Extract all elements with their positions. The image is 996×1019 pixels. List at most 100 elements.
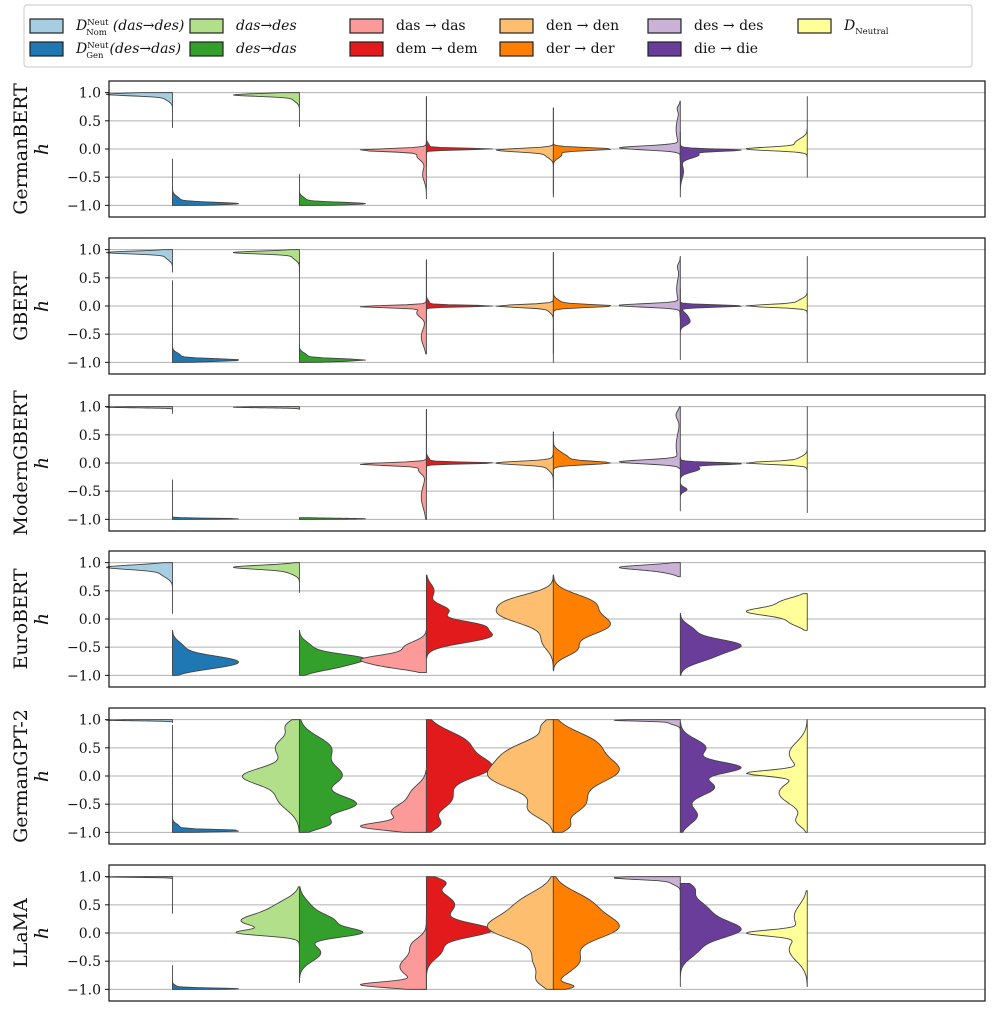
panel-gbert: 1.0 0.5 0.0 −0.5 −1.0 GBERT h (10, 237, 986, 375)
violin-derder (552, 252, 611, 355)
violin-demdem (425, 409, 493, 481)
violin-dasdas (359, 259, 427, 355)
violin-dgen (172, 629, 239, 676)
violin-desdes (618, 100, 681, 161)
legend-swatch-desdas (189, 41, 224, 57)
violin-diedie (679, 131, 742, 198)
legend-label-dnom: DNeut Nom (das→des) (75, 18, 184, 38)
ytick-label: 0.0 (79, 926, 101, 942)
violin-dnom (106, 562, 173, 614)
ytick-label: −0.5 (67, 954, 101, 970)
violin-derder (552, 431, 611, 520)
ytick-label: −0.5 (67, 640, 101, 656)
legend-swatch-dasdas (349, 18, 384, 34)
violin-dgen (172, 724, 239, 833)
violin-dasdes (232, 562, 300, 593)
violin-dgen (172, 479, 239, 520)
violin-denden (486, 876, 554, 990)
violin-dasdes (232, 249, 300, 273)
violin-diedie (679, 882, 742, 987)
legend-swatch-dasdes (189, 18, 224, 34)
violin-derder (552, 574, 611, 672)
violin-demdem (425, 259, 493, 324)
legend-swatch-derder (499, 41, 534, 57)
ytick-label: −0.5 (67, 327, 101, 343)
violin-desdes (618, 562, 681, 578)
ytick-label: −0.5 (67, 797, 101, 813)
violin-dasdes (235, 886, 300, 956)
legend-label-dgen: DNeut Gen (des→das) (75, 41, 181, 61)
violin-dgen (172, 280, 239, 363)
ytick-label: −1.0 (67, 198, 101, 214)
ytick-label: 0.0 (79, 769, 101, 785)
violin-desdes (618, 255, 681, 318)
violin-dasdas (359, 409, 427, 520)
violin-derder (552, 719, 620, 833)
ytick-label: 1.0 (79, 556, 101, 572)
violin-desdas (298, 260, 366, 363)
violin-dgen (172, 965, 239, 990)
ytick-label: −1.0 (67, 668, 101, 684)
ytick-label: 0.5 (79, 271, 101, 287)
violin-demdem (425, 96, 493, 167)
violin-desdas (298, 719, 358, 833)
violin-dnom (106, 406, 173, 414)
legend-label-dasdes: das→des (236, 18, 297, 34)
legend-label-desdes: des → des (694, 18, 764, 34)
legend-label-derder: der → der (546, 41, 615, 57)
ylabel: h (31, 770, 53, 782)
violin-desdas (298, 629, 366, 676)
panel-model-label: GermanBERT (10, 83, 32, 215)
violin-dneutral (745, 96, 808, 178)
legend-swatch-dnom (29, 18, 64, 34)
legend-frame (23, 4, 973, 68)
violin-dneutral (745, 719, 808, 833)
ytick-label: 1.0 (79, 870, 101, 886)
violin-diedie (679, 288, 742, 360)
violin-desdes (613, 719, 681, 743)
violin-dneutral (745, 593, 808, 631)
violin-dneutral (745, 255, 808, 363)
ytick-label: 0.5 (79, 584, 101, 600)
violin-denden (495, 574, 554, 671)
ylabel: h (31, 613, 53, 625)
legend-label-demdem: dem → dem (396, 41, 478, 57)
legend-label-diedie: die → die (694, 41, 758, 57)
violin-denden (495, 431, 554, 489)
panel-germanbert: 1.0 0.5 0.0 −0.5 −1.0 GermanBERT h (10, 80, 986, 218)
violin-diedie (679, 612, 742, 676)
violin-derder (552, 876, 620, 990)
panel-moderngbert: 1.0 0.5 0.0 −0.5 −1.0 ModernGBERT h (10, 390, 986, 536)
ytick-label: −0.5 (67, 484, 101, 500)
violin-demdem (425, 574, 493, 659)
violin-denden (486, 719, 554, 833)
ytick-label: 1.0 (79, 86, 101, 102)
violin-derder (552, 107, 611, 198)
violin-dnom (106, 876, 173, 914)
violin-desdes (613, 876, 681, 951)
ylabel: h (31, 457, 53, 469)
ytick-label: 0.0 (79, 299, 101, 315)
violin-dasdas (359, 629, 427, 673)
violin-dasdes (232, 92, 300, 127)
legend-swatch-dgen (29, 41, 64, 57)
legend-label-dasdas: das → das (396, 18, 466, 34)
violin-demdem (425, 719, 493, 833)
violin-diedie (679, 456, 742, 512)
violin-dgen (172, 158, 239, 206)
ylabel: h (31, 143, 53, 155)
violin-desdas (298, 173, 366, 206)
violin-desdes (618, 406, 681, 470)
violin-demdem (425, 876, 493, 990)
legend-swatch-dneutral (797, 18, 832, 34)
ytick-label: 1.0 (79, 713, 101, 729)
ytick-label: −1.0 (67, 355, 101, 371)
legend-label-denden: den → den (546, 18, 619, 34)
violin-desdas (298, 886, 364, 984)
violin-dasdas (359, 96, 427, 200)
violin-dnom (106, 249, 173, 273)
violin-dasdas (359, 915, 427, 990)
ylabel: h (31, 300, 53, 312)
